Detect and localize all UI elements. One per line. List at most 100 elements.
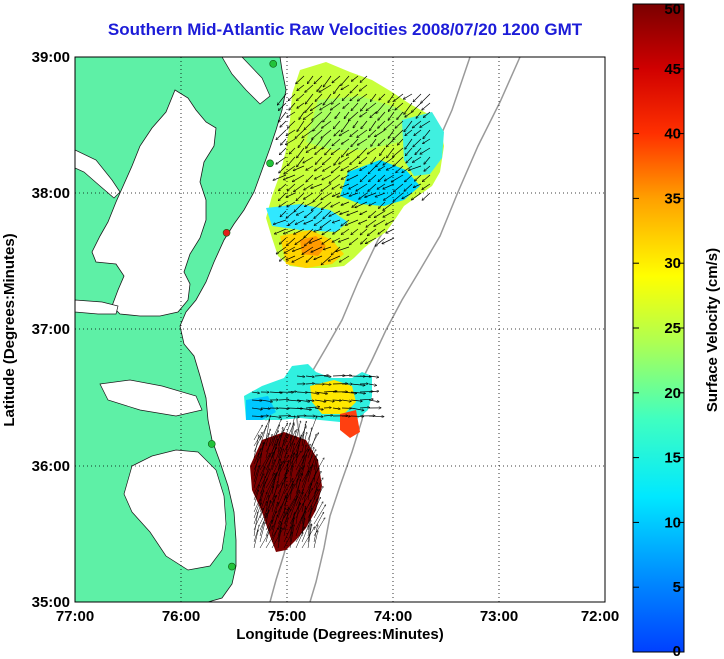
velocity-arrow — [279, 165, 287, 173]
velocity-arrow — [279, 201, 287, 207]
velocity-arrow — [357, 129, 368, 137]
velocity-arrow — [283, 518, 288, 537]
velocity-arrow — [296, 192, 305, 201]
colorbar-ticks: 0 5 10 15 20 25 30 35 40 45 50 — [633, 1, 684, 659]
velocity-arrow — [306, 174, 314, 182]
velocity-arrow — [301, 445, 306, 471]
velocity-arrow — [287, 400, 301, 401]
velocity-arrow — [251, 416, 263, 417]
velocity-arrow — [368, 391, 379, 392]
velocity-arrow — [278, 192, 287, 201]
velocity-arrow — [305, 391, 319, 394]
velocity-arrow — [323, 391, 337, 392]
velocity-arrow — [279, 237, 287, 244]
velocity-arrow — [293, 165, 305, 171]
velocity-arrow — [313, 482, 318, 501]
velocity-arrow — [253, 525, 259, 543]
velocity-arrow — [287, 120, 296, 128]
velocity-arrow — [413, 138, 422, 147]
velocity-arrow — [314, 399, 326, 402]
velocity-arrow — [369, 120, 377, 131]
lat-tick-label: 36:00 — [32, 458, 70, 475]
velocity-arrow — [388, 93, 395, 103]
velocity-arrow — [304, 183, 314, 190]
velocity-arrow — [330, 102, 341, 110]
velocity-arrow — [301, 527, 315, 549]
velocity-arrow — [355, 201, 368, 208]
velocity-arrow — [296, 75, 305, 84]
velocity-arrow — [313, 531, 318, 549]
velocity-arrow — [359, 376, 371, 377]
velocity-arrow — [323, 246, 332, 250]
velocity-arrow — [366, 219, 377, 227]
velocity-arrow — [306, 255, 314, 262]
velocity-arrow — [332, 237, 341, 242]
velocity-arrow — [307, 75, 314, 84]
velocity-arrow — [374, 219, 386, 226]
latitude-ticks: 35:00 36:00 37:00 38:00 39:00 — [32, 49, 70, 611]
velocity-arrow — [405, 138, 413, 149]
velocity-arrow — [295, 532, 303, 549]
velocity-arrow — [287, 183, 296, 191]
velocity-arrow — [405, 111, 413, 117]
velocity-arrow — [297, 93, 305, 101]
velocity-arrow — [304, 228, 314, 238]
velocity-arrow — [350, 156, 359, 165]
velocity-arrow — [340, 210, 350, 214]
velocity-arrow — [294, 183, 305, 192]
velocity-arrow — [283, 527, 291, 543]
velocity-arrow — [315, 156, 323, 164]
velocity-arrow — [253, 453, 261, 471]
velocity-arrow — [334, 84, 341, 94]
velocity-arrow — [277, 507, 289, 531]
velocity-arrow — [313, 497, 320, 513]
velocity-arrow — [321, 201, 332, 210]
velocity-arrow — [323, 93, 332, 105]
velocity-arrow — [283, 423, 290, 441]
velocity-arrow — [411, 192, 422, 200]
velocity-arrow — [321, 255, 332, 265]
velocity-arrow — [304, 192, 314, 199]
velocity-arrow — [253, 499, 261, 519]
velocity-arrow — [351, 102, 359, 111]
velocity-arrow — [296, 210, 305, 215]
velocity-arrow — [303, 156, 314, 163]
velocity-arrow — [286, 129, 296, 136]
velocity-arrow — [283, 464, 288, 489]
velocity-arrow — [286, 237, 296, 246]
velocity-arrow — [404, 183, 413, 191]
velocity-arrow — [383, 156, 395, 165]
velocity-arrow — [378, 228, 386, 234]
velocity-arrow — [295, 502, 300, 525]
velocity-arrow — [332, 408, 340, 409]
velocity-arrow — [388, 129, 395, 138]
velocity-arrow — [329, 210, 341, 216]
velocity-arrow — [305, 383, 314, 384]
velocity-arrow — [332, 192, 341, 197]
james-river — [75, 299, 119, 315]
velocity-arrow — [271, 515, 277, 537]
colorbar-tick-label: 5 — [673, 579, 681, 596]
velocity-arrow — [305, 407, 320, 408]
velocity-arrow — [339, 156, 350, 164]
velocity-arrow — [253, 485, 259, 501]
velocity-arrow — [277, 477, 286, 495]
velocity-arrow — [404, 120, 413, 132]
velocity-arrow — [332, 75, 341, 83]
velocity-arrow — [375, 237, 386, 246]
velocity-arrow — [424, 156, 431, 164]
velocity-arrow — [421, 93, 431, 103]
velocity-arrow — [394, 156, 404, 166]
velocity-arrow — [321, 129, 332, 138]
velocity-arrow — [295, 527, 305, 543]
velocity-arrow — [289, 466, 293, 483]
velocity-arrow — [307, 489, 318, 507]
velocity-arrow — [353, 120, 359, 128]
velocity-arrow — [296, 399, 310, 402]
velocity-arrow — [341, 219, 350, 226]
velocity-arrow — [323, 165, 332, 171]
velocity-arrow — [393, 192, 404, 201]
velocity-arrow — [265, 479, 275, 501]
velocity-arrow — [307, 450, 316, 465]
velocity-arrow — [349, 192, 359, 196]
